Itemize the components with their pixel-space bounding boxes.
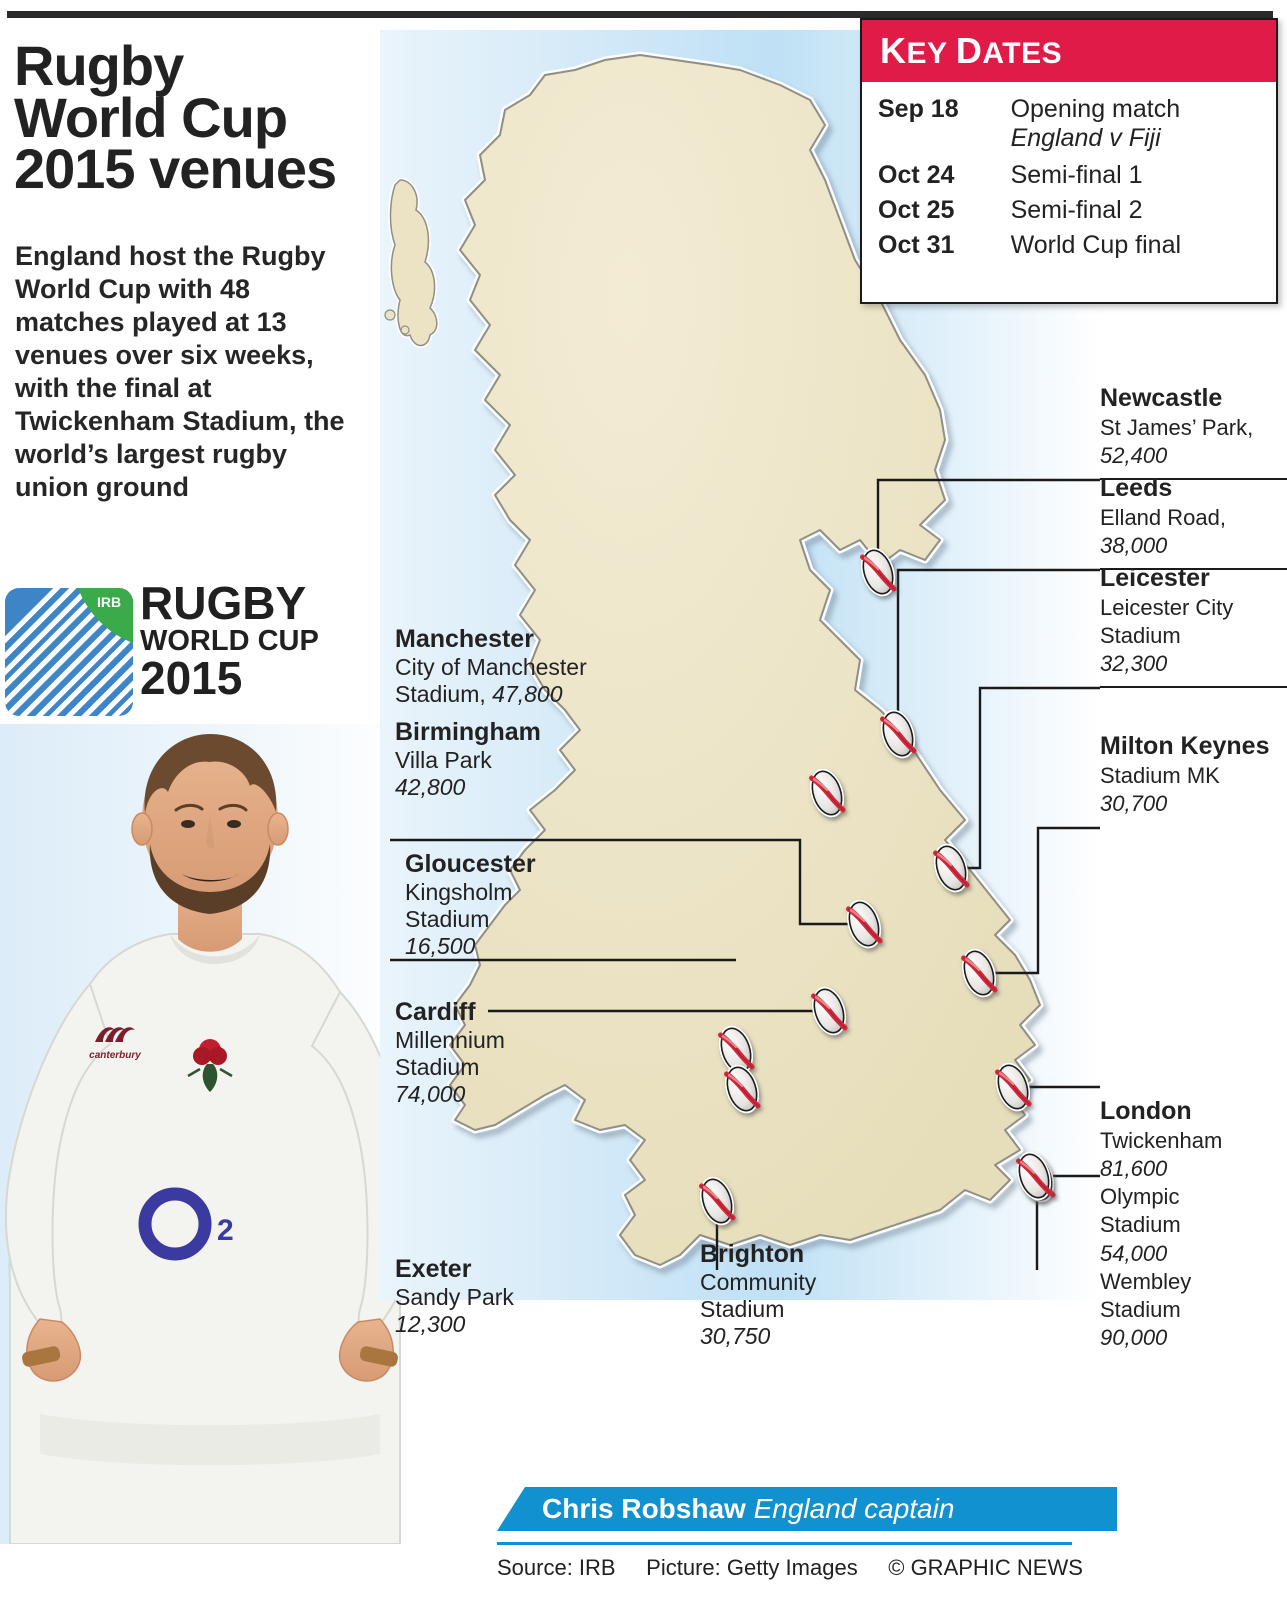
svg-text:2: 2	[217, 1214, 234, 1247]
svg-text:canterbury: canterbury	[89, 1050, 141, 1061]
svg-text:IRB: IRB	[97, 594, 121, 610]
